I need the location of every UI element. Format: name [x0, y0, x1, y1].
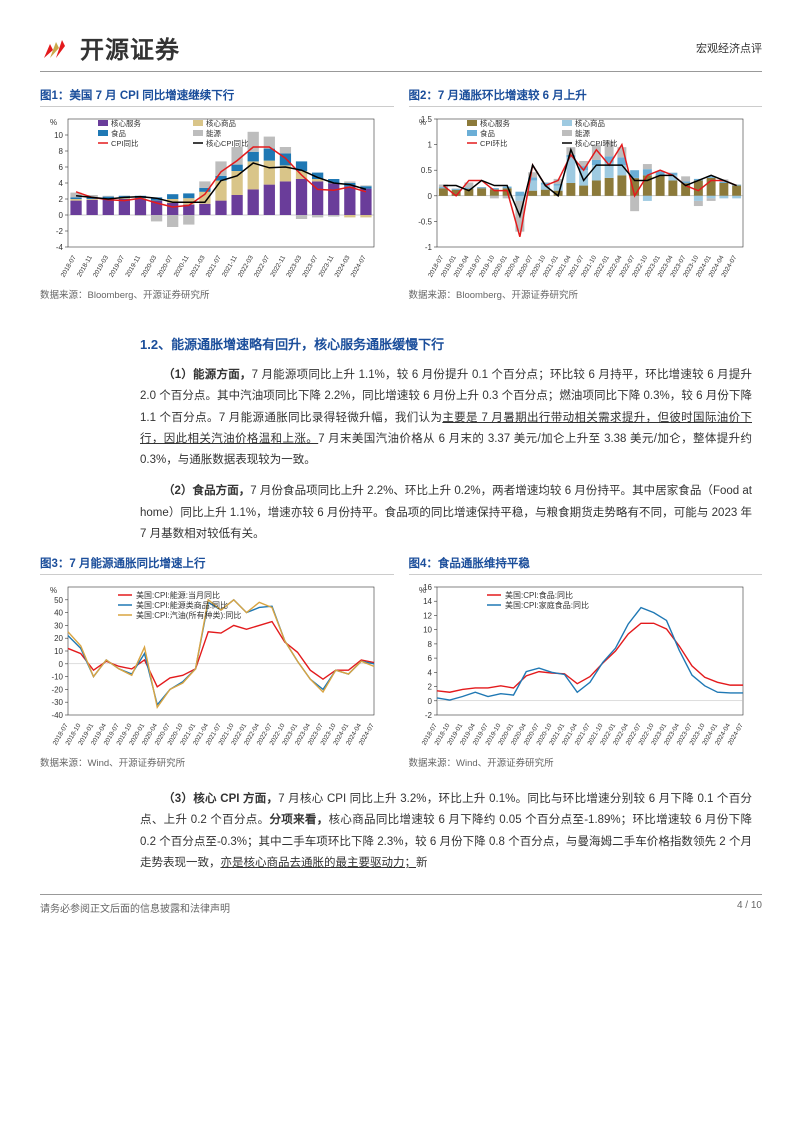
paragraph-3: （3）核心 CPI 方面，7 月核心 CPI 同比上升 3.2%，环比上升 0.…: [40, 789, 762, 874]
svg-text:0: 0: [427, 192, 432, 201]
svg-text:-2: -2: [424, 711, 432, 720]
fig1-title: 图1：美国 7 月 CPI 同比增速继续下行: [40, 87, 394, 107]
svg-text:16: 16: [423, 583, 432, 592]
fig2-source: 数据来源：Bloomberg、开源证券研究所: [409, 287, 763, 301]
svg-text:-4: -4: [56, 243, 64, 252]
page-footer: 请务必参阅正文后面的信息披露和法律声明 4 / 10: [40, 894, 762, 915]
page-number: 4 / 10: [737, 900, 762, 915]
p3-underline: 亦是核心商品去通胀的最主要驱动力；: [221, 857, 417, 869]
svg-text:10: 10: [54, 647, 63, 656]
svg-text:0.5: 0.5: [420, 166, 432, 175]
svg-text:14: 14: [423, 597, 432, 606]
p3-b: 分项来看，: [269, 814, 328, 826]
fig4-chart: %-202468101214162018-072018-102019-01201…: [409, 581, 749, 751]
p2-lead: （2）食品方面，: [163, 485, 250, 497]
p1-lead: （1）能源方面，: [163, 369, 252, 381]
svg-text:美国:CPI:食品:同比: 美国:CPI:食品:同比: [505, 590, 573, 600]
p3-tail: 新: [416, 857, 428, 869]
svg-text:30: 30: [54, 622, 63, 631]
svg-text:-20: -20: [51, 686, 63, 695]
svg-text:1.5: 1.5: [420, 115, 432, 124]
svg-text:美国:CPI:能源:当月同比: 美国:CPI:能源:当月同比: [136, 590, 220, 600]
svg-text:-40: -40: [51, 711, 63, 720]
svg-text:4: 4: [427, 668, 432, 677]
svg-text:10: 10: [54, 131, 63, 140]
page-header: 开源证券 宏观经济点评: [40, 30, 762, 72]
svg-text:能源: 能源: [575, 128, 590, 138]
svg-text:0: 0: [59, 660, 64, 669]
svg-text:10: 10: [423, 626, 432, 635]
doc-type: 宏观经济点评: [696, 40, 762, 56]
svg-text:0: 0: [427, 697, 432, 706]
logo-icon: [40, 32, 72, 64]
svg-text:-0.5: -0.5: [418, 217, 432, 226]
disclaimer: 请务必参阅正文后面的信息披露和法律声明: [40, 900, 230, 915]
svg-text:2: 2: [59, 195, 64, 204]
fig2-chart: %-1-0.500.511.52018-072019-012019-042019…: [409, 113, 749, 283]
svg-text:核心CPI环比: 核心CPI环比: [575, 138, 618, 148]
svg-text:2: 2: [427, 683, 432, 692]
figure-row-2: 图3：7 月能源通胀同比增速上行 %-40-30-20-100102030405…: [40, 555, 762, 784]
svg-text:-2: -2: [56, 227, 64, 236]
svg-text:美国:CPI:家庭食品:同比: 美国:CPI:家庭食品:同比: [505, 600, 589, 610]
p3-lead: （3）核心 CPI 方面，: [163, 793, 278, 805]
svg-text:50: 50: [54, 596, 63, 605]
section-title: 1.2、能源通胀增速略有回升，核心服务通胀缓慢下行: [140, 334, 762, 353]
fig4-title: 图4：食品通胀维持平稳: [409, 555, 763, 575]
svg-text:6: 6: [59, 163, 64, 172]
svg-text:2024-07: 2024-07: [350, 254, 368, 278]
company-name: 开源证券: [80, 30, 180, 65]
svg-text:能源: 能源: [206, 128, 221, 138]
svg-text:食品: 食品: [480, 128, 495, 138]
svg-text:核心商品: 核心商品: [575, 118, 605, 128]
figure-4: 图4：食品通胀维持平稳 %-202468101214162018-072018-…: [409, 555, 763, 784]
paragraph-1: （1）能源方面，7 月能源项同比上升 1.1%，较 6 月份提升 0.1 个百分…: [40, 365, 762, 471]
fig4-source: 数据来源：Wind、开源证券研究所: [409, 755, 763, 769]
figure-3: 图3：7 月能源通胀同比增速上行 % -40 -30 -20 -10 0 10 20 30 40 5…: [40, 555, 394, 784]
svg-text:4: 4: [59, 179, 64, 188]
svg-text:核心商品: 核心商品: [206, 118, 236, 128]
svg-text:美国:CPI:汽油(所有种类):同比: 美国:CPI:汽油(所有种类):同比: [136, 610, 241, 620]
fig1-source: 数据来源：Bloomberg、开源证券研究所: [40, 287, 394, 301]
fig2-title: 图2：7 月通胀环比增速较 6 月上升: [409, 87, 763, 107]
figure-1: 图1：美国 7 月 CPI 同比增速继续下行 %-4-202468102018-…: [40, 87, 394, 316]
logo: 开源证券: [40, 30, 180, 65]
svg-text:-30: -30: [51, 698, 63, 707]
svg-text:-10: -10: [51, 673, 63, 682]
svg-text:%: %: [50, 118, 57, 127]
svg-text:8: 8: [427, 640, 432, 649]
svg-text:核心服务: 核心服务: [111, 118, 141, 128]
svg-text:食品: 食品: [111, 128, 126, 138]
svg-text:6: 6: [427, 654, 432, 663]
svg-text:12: 12: [423, 612, 432, 621]
svg-text:CPI环比: CPI环比: [480, 138, 508, 148]
svg-text:-1: -1: [424, 243, 432, 252]
svg-text:0: 0: [59, 211, 64, 220]
svg-text:美国:CPI:能源类商品:同比: 美国:CPI:能源类商品:同比: [136, 600, 228, 610]
paragraph-2: （2）食品方面，7 月份食品项同比上升 2.2%、环比上升 0.2%，两者增速均…: [40, 481, 762, 545]
svg-text:核心服务: 核心服务: [480, 118, 510, 128]
fig3-source: 数据来源：Wind、开源证券研究所: [40, 755, 394, 769]
svg-text:核心CPI同比: 核心CPI同比: [206, 138, 249, 148]
svg-text:%: %: [50, 586, 57, 595]
figure-2: 图2：7 月通胀环比增速较 6 月上升 %-1-0.500.511.52018-…: [409, 87, 763, 316]
fig3-chart: %-40-30-20-10010203040502018-072018-1020…: [40, 581, 380, 751]
figure-row-1: 图1：美国 7 月 CPI 同比增速继续下行 %-4-202468102018-…: [40, 87, 762, 316]
fig1-chart: %-4-202468102018-072018-112019-032019-07…: [40, 113, 380, 283]
svg-text:40: 40: [54, 609, 63, 618]
fig3-title: 图3：7 月能源通胀同比增速上行: [40, 555, 394, 575]
svg-text:8: 8: [59, 147, 64, 156]
svg-text:20: 20: [54, 634, 63, 643]
svg-text:1: 1: [427, 141, 432, 150]
svg-text:CPI同比: CPI同比: [111, 138, 139, 148]
